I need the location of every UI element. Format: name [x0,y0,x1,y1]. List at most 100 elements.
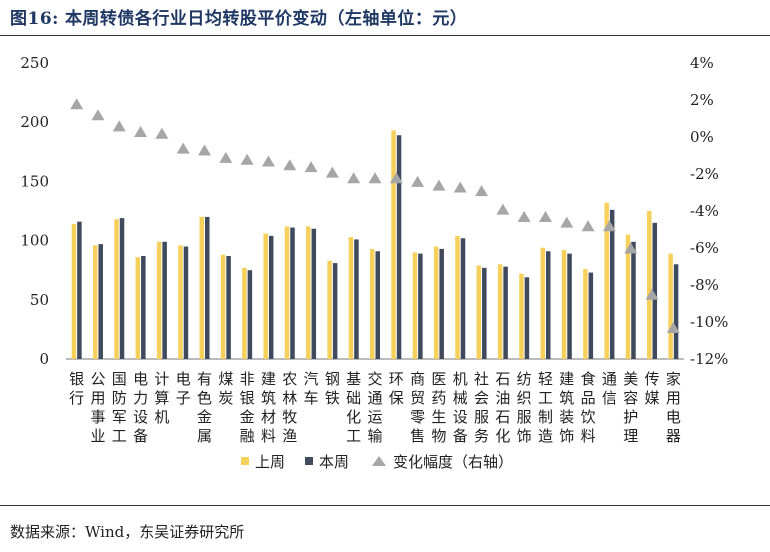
legend-label-change: 变化幅度（右轴） [393,453,513,471]
point-change [219,151,233,163]
bar-this-week [119,218,125,359]
x-tick-label: 建筑材料 [261,370,276,445]
x-tick-label: 电力设备 [133,370,148,445]
figure-title: 图16: 本周转债各行业日均转股平价变动（左轴单位：元） [10,4,467,29]
bar-this-week [418,253,423,359]
x-tick-label: 机械设备 [453,370,468,445]
bar-this-week [609,209,615,359]
y-left-tick-label: 200 [20,113,49,131]
point-change [432,179,446,191]
source-note: 数据来源：Wind，东吴证券研究所 [10,523,245,541]
bar-last-week [370,248,375,359]
bar-last-week [178,245,183,359]
bar-this-week [183,246,189,359]
bar-last-week [263,233,268,359]
bar-this-week [247,270,253,359]
point-change [645,288,659,300]
bar-last-week [391,130,396,359]
bar-this-week [652,222,658,359]
figure-number: 图16: [10,9,59,29]
bar-this-week [268,235,274,359]
bar-this-week [460,238,466,359]
legend-swatch-change [372,456,386,466]
bar-this-week [588,272,594,359]
bar-this-week [439,248,444,359]
point-change [560,216,574,228]
bar-this-week [375,251,380,359]
bar-this-week [311,228,317,359]
bar-last-week [348,237,354,359]
x-tick-label: 有色金属 [197,370,212,445]
bar-last-week [114,219,119,359]
bar-this-week [396,135,402,359]
y-right-tick-label: 2% [690,91,714,109]
x-tick-label: 国防军工 [112,370,127,445]
x-tick-label: 家用电器 [666,370,681,445]
x-tick-label: 环保 [389,370,404,407]
legend-swatch-last-week [241,457,249,465]
point-change [134,125,148,137]
point-change [283,159,297,171]
bar-last-week [306,226,311,359]
x-tick-label: 石油石化 [495,370,510,445]
bar-last-week [220,254,226,359]
x-tick-label: 美容护理 [623,370,638,445]
y-right-tick-label: -10% [690,313,728,331]
x-tick-label: 农林牧渔 [282,370,297,445]
x-tick-label: 轻工制造 [538,370,553,445]
x-tick-label: 传媒 [645,370,660,407]
point-change [91,109,105,121]
point-change [198,144,212,156]
x-tick-label: 商贸零售 [410,370,425,445]
x-tick-label: 建筑装饰 [559,370,574,445]
x-tick-label: 煤炭 [218,370,233,407]
x-tick-label: 基础化工 [346,370,361,445]
bar-last-week [92,245,98,359]
x-tick-label: 纺织服饰 [517,370,532,445]
bar-this-week [503,266,508,359]
bar-last-week [519,273,524,359]
bar-last-week [668,253,673,359]
point-change [176,142,190,154]
bar-last-week [199,216,205,359]
point-change [453,181,467,193]
x-tick-label: 交通运输 [367,370,382,445]
bar-last-week [284,226,290,359]
bar-this-week [545,251,551,359]
bar-this-week [226,255,231,359]
x-tick-label: 银行 [69,370,84,407]
top-rule [0,35,770,36]
bar-last-week [455,235,460,359]
y-left-tick-label: 50 [30,291,49,309]
point-change [517,211,531,223]
y-right-tick-label: -6% [690,239,719,257]
y-left-tick-label: 250 [20,54,49,72]
point-change [304,161,318,173]
point-change [240,153,254,165]
point-change [347,172,361,184]
bar-this-week [631,241,636,359]
y-left-tick-label: 150 [20,172,49,190]
x-tick-label: 非银金融 [240,370,255,445]
y-right-tick-label: 0% [690,128,714,146]
bar-this-week [290,227,295,359]
bar-last-week [647,211,652,359]
y-left-tick-label: 0 [39,350,49,368]
legend-label-last-week: 上周 [255,453,285,471]
point-change [112,120,126,132]
y-right-tick-label: -12% [690,350,728,368]
point-change [368,172,382,184]
bar-last-week [71,224,77,359]
bar-this-week [162,241,167,359]
point-change [325,166,339,178]
y-left-tick-label: 100 [20,232,49,250]
y-right-tick-label: -2% [690,165,719,183]
bar-last-week [135,257,141,359]
bottom-rule [0,505,770,506]
figure-title-text: 本周转债各行业日均转股平价变动（左轴单位：元） [64,9,468,29]
point-change [602,220,616,232]
y-right-tick-label: 4% [690,54,714,72]
x-tick-label: 食品饮料 [581,370,596,445]
bar-this-week [98,244,103,359]
x-tick-label: 钢铁 [325,370,340,407]
